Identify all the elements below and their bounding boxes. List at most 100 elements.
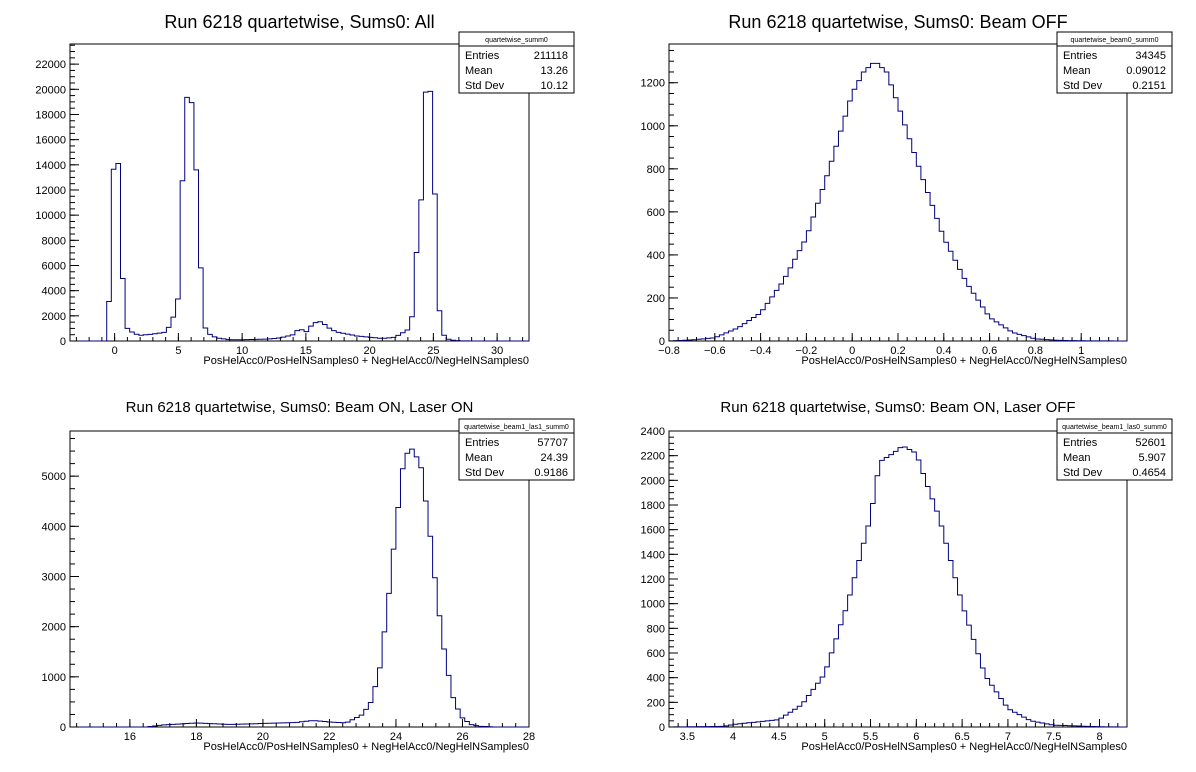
x-tick-label: 18 (190, 731, 202, 743)
x-tick-label: 0 (849, 345, 855, 357)
histogram-series (668, 446, 1128, 728)
y-tick-label: 12000 (35, 185, 66, 197)
x-tick-label: 0.8 (1028, 345, 1043, 357)
y-tick-label: 5000 (42, 471, 66, 483)
y-tick-label: 4000 (42, 286, 66, 298)
stats-value: 0.09012 (1126, 65, 1166, 77)
x-tick-label: 8 (1096, 731, 1102, 743)
x-tick-label: 6 (913, 731, 919, 743)
y-tick-label: 1000 (641, 599, 665, 611)
stats-label: Entries (465, 437, 500, 449)
x-tick-label: 1 (1078, 345, 1084, 357)
stats-name: quartetwise_beam1_las1_summ0 (464, 424, 569, 431)
x-tick-label: 22 (323, 731, 335, 743)
stats-box (1056, 31, 1173, 94)
stats-box (458, 31, 575, 94)
x-tick-label: 4 (730, 731, 736, 743)
x-tick-label: 0.6 (982, 345, 997, 357)
y-tick-label: 1200 (641, 574, 665, 586)
x-tick-label: 30 (491, 345, 503, 357)
y-tick-label: 8000 (42, 235, 66, 247)
stats-value: 24.39 (540, 452, 568, 464)
stats-value: 0.2151 (1132, 80, 1166, 92)
y-tick-label: 1200 (641, 78, 665, 90)
stats-value: 13.26 (540, 65, 568, 77)
stats-value: 0.4654 (1132, 467, 1166, 479)
y-tick-label: 200 (647, 697, 665, 709)
x-tick-label: 28 (523, 731, 535, 743)
stats-label: Std Dev (465, 80, 505, 92)
y-tick-label: 0 (659, 722, 665, 734)
histogram-series (668, 62, 1128, 342)
y-tick-label: 4000 (42, 521, 66, 533)
y-tick-label: 2000 (641, 475, 665, 487)
x-tick-label: 5.5 (863, 731, 878, 743)
chart-title: Run 6218 quartetwise, Sums0: All (164, 12, 434, 32)
x-tick-label: 20 (257, 731, 269, 743)
stats-value: 52601 (1135, 437, 1166, 449)
y-tick-label: 1400 (641, 549, 665, 561)
y-tick-label: 2400 (641, 426, 665, 438)
y-tick-label: 0 (659, 336, 665, 348)
y-tick-label: 1000 (42, 672, 66, 684)
x-tick-label: −0.4 (750, 345, 772, 357)
x-axis-label: PosHelAcc0/PosHelNSamples0 + NegHelAcc0/… (801, 355, 1127, 367)
y-tick-label: 2000 (42, 311, 66, 323)
stats-value: 34345 (1135, 50, 1166, 62)
stats-label: Entries (465, 50, 500, 62)
stats-label: Mean (1063, 65, 1091, 77)
histogram-series (70, 90, 529, 342)
stats-label: Entries (1063, 50, 1098, 62)
chart-title: Run 6218 quartetwise, Sums0: Beam ON, La… (720, 399, 1075, 416)
x-axis-label: PosHelAcc0/PosHelNSamples0 + NegHelAcc0/… (801, 741, 1127, 753)
y-tick-label: 3000 (42, 571, 66, 583)
x-tick-label: 20 (364, 345, 376, 357)
plot-frame (69, 43, 530, 342)
stats-label: Std Dev (1063, 80, 1103, 92)
stats-label: Std Dev (465, 467, 505, 479)
y-tick-label: 6000 (42, 260, 66, 272)
stats-box (458, 418, 575, 481)
plot-frame (69, 430, 530, 728)
y-tick-label: 2200 (641, 451, 665, 463)
stats-name: quartetwise_beam1_las0_summ0 (1062, 424, 1167, 431)
y-tick-label: 14000 (35, 160, 66, 172)
x-tick-label: 24 (390, 731, 402, 743)
x-tick-label: 3.5 (680, 731, 695, 743)
chart-title: Run 6218 quartetwise, Sums0: Beam OFF (728, 12, 1067, 32)
x-tick-label: 4.5 (771, 731, 786, 743)
stats-label: Mean (465, 452, 493, 464)
x-axis-label: PosHelAcc0/PosHelNSamples0 + NegHelAcc0/… (203, 741, 529, 753)
x-tick-label: 10 (236, 345, 248, 357)
stats-value: 211118 (534, 50, 568, 62)
x-tick-label: 25 (427, 345, 439, 357)
y-tick-label: 400 (647, 250, 665, 262)
stats-value: 0.9186 (534, 467, 568, 479)
stats-label: Mean (465, 65, 493, 77)
stats-label: Entries (1063, 437, 1098, 449)
stats-name: quartetwise_beam0_summ0 (1071, 37, 1159, 44)
x-tick-label: 7 (1005, 731, 1011, 743)
x-tick-label: 6.5 (954, 731, 969, 743)
y-tick-label: 800 (647, 623, 665, 635)
x-tick-label: 5 (822, 731, 828, 743)
y-tick-label: 22000 (35, 59, 66, 71)
y-tick-label: 1000 (641, 121, 665, 133)
x-tick-label: 0.2 (890, 345, 905, 357)
y-tick-label: 1600 (641, 525, 665, 537)
stats-label: Mean (1063, 452, 1091, 464)
x-axis-label: PosHelAcc0/PosHelNSamples0 + NegHelAcc0/… (203, 355, 529, 367)
y-tick-label: 18000 (35, 109, 66, 121)
y-tick-label: 0 (60, 336, 66, 348)
y-tick-label: 600 (647, 207, 665, 219)
x-tick-label: 0 (112, 345, 118, 357)
stats-value: 57707 (537, 437, 568, 449)
stats-value: 5.907 (1138, 452, 1166, 464)
x-tick-label: −0.2 (796, 345, 818, 357)
y-tick-label: 0 (60, 722, 66, 734)
stats-box (1056, 418, 1173, 481)
x-tick-label: 7.5 (1046, 731, 1061, 743)
stats-label: Std Dev (1063, 467, 1103, 479)
y-tick-label: 400 (647, 673, 665, 685)
